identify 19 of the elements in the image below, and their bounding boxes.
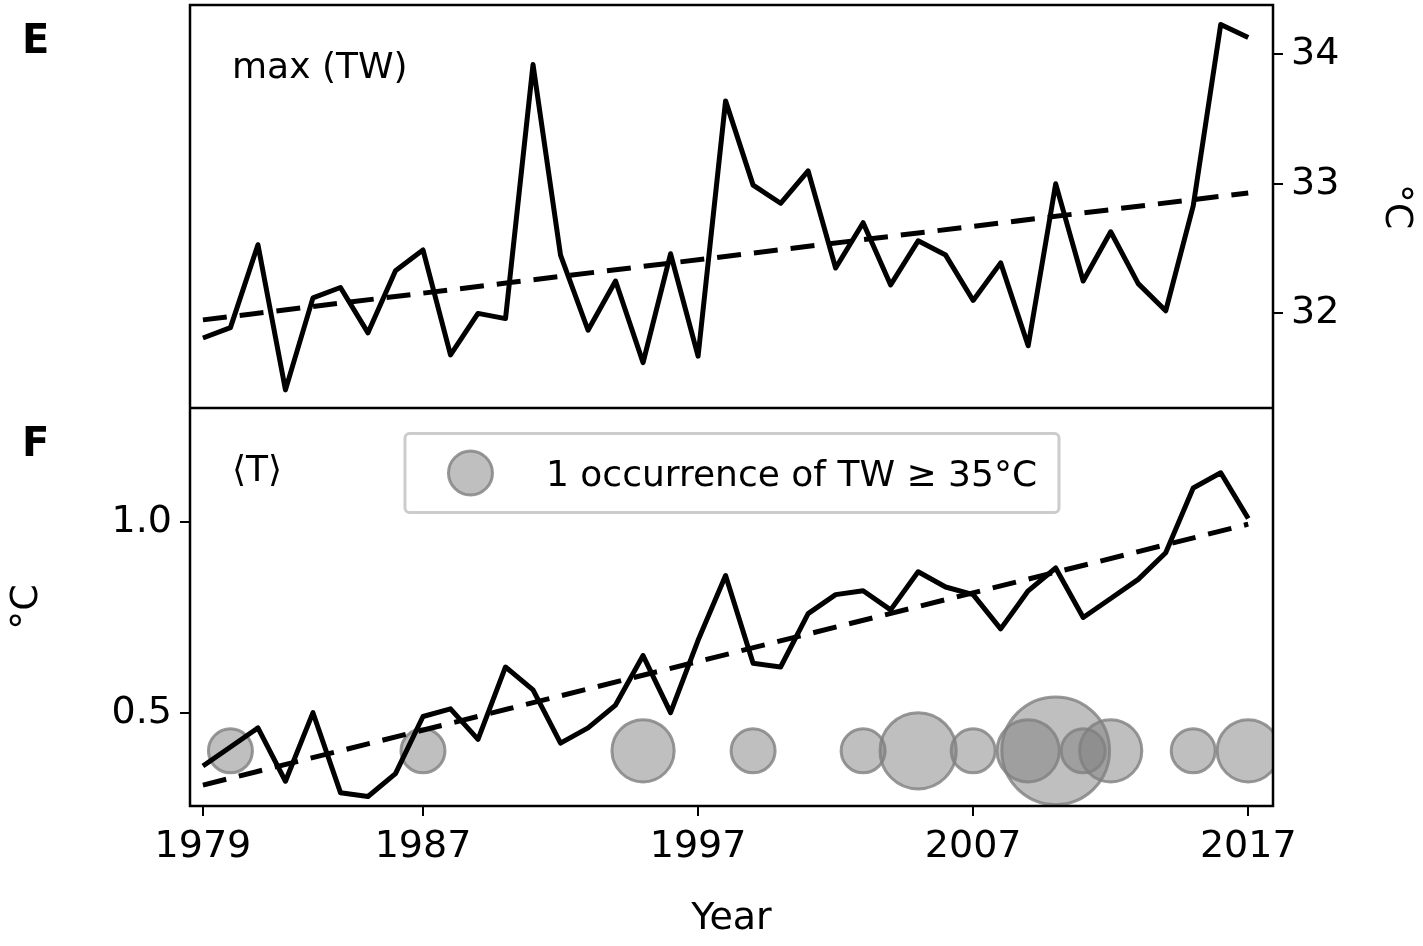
y-axis-title: °C bbox=[1, 584, 46, 630]
size-key: 1 occurrence of TW ≥ 35°C bbox=[403, 432, 1060, 514]
x-tick-label: 1987 bbox=[374, 821, 472, 866]
x-axis-title: Year bbox=[690, 894, 773, 939]
x-tick-label: 1997 bbox=[649, 821, 747, 866]
y-tick-label: 0.5 bbox=[111, 687, 172, 732]
y2-tick-label: 33 bbox=[1291, 158, 1340, 203]
x-tick-label: 1979 bbox=[154, 821, 252, 866]
text: E bbox=[22, 16, 50, 63]
y-tick-label: 1.0 bbox=[111, 497, 172, 542]
legend-label: 1 occurrence of TW ≥ 35°C bbox=[545, 452, 1038, 494]
y2-tick-label: 34 bbox=[1291, 29, 1340, 74]
x-tick-label: 2007 bbox=[924, 821, 1022, 866]
y2-axis-title: °C bbox=[1377, 183, 1422, 230]
y2-tick-label: 32 bbox=[1291, 288, 1340, 333]
text: F bbox=[22, 419, 50, 466]
x-tick-label: 2017 bbox=[1199, 821, 1297, 866]
annotation: max (TW) bbox=[232, 45, 408, 87]
annotation: ⟨T⟩ bbox=[232, 448, 283, 490]
